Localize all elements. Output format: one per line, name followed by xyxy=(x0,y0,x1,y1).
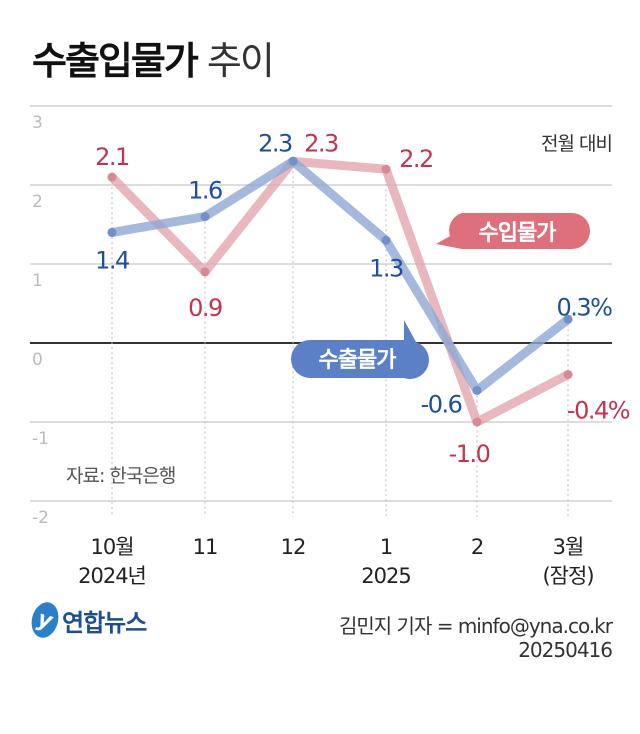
legend-bubble-export xyxy=(291,320,429,379)
data-point xyxy=(472,417,482,427)
title-light: 추이 xyxy=(206,39,275,83)
data-point xyxy=(107,227,117,237)
y-tick-label: -1 xyxy=(32,429,49,449)
legend-label-export: 수출물가 xyxy=(319,348,397,373)
data-point xyxy=(563,314,573,324)
legend-bubble-import xyxy=(436,213,590,249)
x-tick-label: 3월 xyxy=(553,535,584,559)
data-label: -0.6 xyxy=(421,390,462,418)
x-tick-label: 11 xyxy=(193,535,218,559)
source-note: 자료: 한국은행 xyxy=(66,465,175,487)
byline: 김민지 기자 = minfo@yna.co.kr xyxy=(339,614,613,638)
y-tick-label: -2 xyxy=(32,508,49,528)
data-label: 2.3 xyxy=(304,129,338,157)
data-label: 0.9 xyxy=(188,294,222,322)
y-tick-label: 2 xyxy=(32,192,43,212)
x-tick-label: 12 xyxy=(281,535,306,559)
data-label: 0.3% xyxy=(557,293,613,321)
data-point xyxy=(472,385,482,395)
title-bold: 수출입물가 xyxy=(32,39,199,83)
data-label: 1.6 xyxy=(188,177,222,205)
data-label: 1.3 xyxy=(369,254,403,282)
date: 20250416 xyxy=(518,638,613,662)
legend-label-import: 수입물가 xyxy=(479,221,557,246)
data-label: -1.0 xyxy=(449,440,490,468)
y-tick-label: 3 xyxy=(32,113,43,133)
data-point xyxy=(288,156,298,166)
data-point xyxy=(381,164,391,174)
chart-title: 수출입물가 추이 xyxy=(32,30,275,85)
data-point xyxy=(381,235,391,245)
data-label: 1.4 xyxy=(95,246,129,274)
logo-mark-icon: y xyxy=(27,599,63,641)
x-tick-sublabel: (잠정) xyxy=(542,564,593,588)
x-tick-label: 1 xyxy=(380,535,392,559)
data-label: 2.3 xyxy=(258,129,292,157)
x-tick-label: 2 xyxy=(471,535,483,559)
data-label: -0.4% xyxy=(567,397,630,425)
x-tick-label: 10월 xyxy=(90,535,133,559)
data-point xyxy=(200,212,210,222)
data-point xyxy=(563,370,573,380)
data-point xyxy=(107,172,117,182)
x-tick-sublabel: 2025 xyxy=(361,564,410,588)
y-tick-label: 0 xyxy=(32,350,43,370)
x-tick-sublabel: 2024년 xyxy=(78,564,146,588)
data-label: 2.1 xyxy=(95,143,129,171)
yonhap-logo: y 연합뉴스 xyxy=(27,599,147,641)
series-line-0 xyxy=(107,156,573,395)
unit-note: 전월 대비 xyxy=(541,133,612,155)
data-point xyxy=(200,267,210,277)
line-chart: 3 2 1 0 -1 -2 10월 2024년 11 12 1 2025 2 3월 (잠정) 전월 대비자료:… xyxy=(30,105,631,588)
data-label: 2.2 xyxy=(399,145,433,173)
series-line-1 xyxy=(107,156,573,427)
logo-text: 연합뉴스 xyxy=(62,608,147,637)
y-tick-label: 1 xyxy=(32,271,43,291)
